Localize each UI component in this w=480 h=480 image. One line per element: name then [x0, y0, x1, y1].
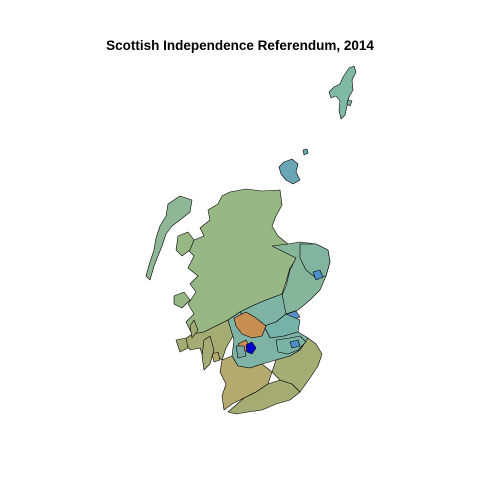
region-kintyre[interactable] [201, 335, 215, 371]
region-skye[interactable] [175, 231, 195, 257]
region-western-isles[interactable] [145, 195, 193, 281]
region-shetland[interactable] [328, 65, 357, 120]
region-orkney-isle[interactable] [302, 148, 309, 156]
map-title: Scottish Independence Referendum, 2014 [106, 38, 374, 53]
region-islay[interactable] [175, 337, 189, 353]
region-orkney[interactable] [278, 158, 301, 185]
region-borders[interactable] [271, 337, 323, 393]
region-aberdeen[interactable] [312, 269, 324, 281]
region-glasgow[interactable] [245, 341, 257, 355]
region-aberdeenshire[interactable] [299, 243, 331, 279]
region-jura[interactable] [189, 319, 199, 339]
region-arran[interactable] [211, 351, 221, 363]
region-edinburgh[interactable] [289, 339, 301, 349]
region-renfrewshire[interactable] [235, 345, 247, 359]
region-dumfries[interactable] [227, 379, 301, 415]
region-mull[interactable] [173, 291, 191, 309]
region-shetland-isle[interactable] [346, 99, 353, 107]
region-north-lanarkshire[interactable] [233, 311, 267, 339]
